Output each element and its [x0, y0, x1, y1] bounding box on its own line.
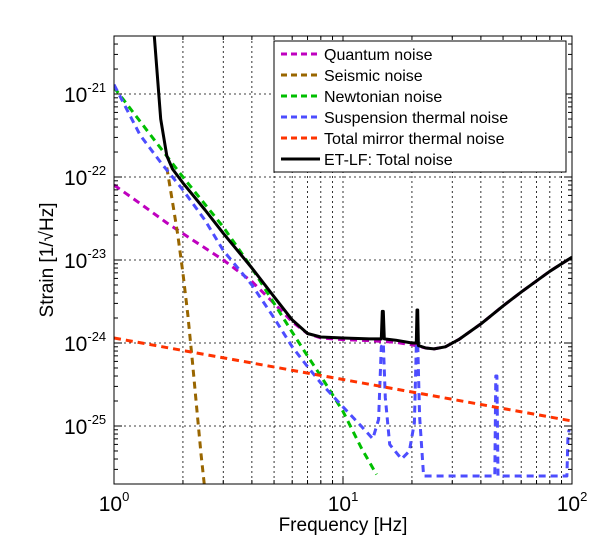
y-tick-label: 10-21 [64, 80, 106, 107]
series-line-1 [165, 167, 206, 484]
legend-label: Quantum noise [324, 47, 433, 64]
y-tick-label: 10-22 [64, 163, 106, 190]
legend-label: Seismic noise [324, 68, 423, 85]
legend-label: Suspension thermal noise [324, 110, 508, 127]
series-line-0 [114, 183, 572, 351]
y-tick-label: 10-24 [64, 329, 106, 356]
legend-label: Total mirror thermal noise [324, 131, 505, 148]
tick-labels: 100 101 102 10-25 10-24 10-23 10-22 10-21 [64, 80, 587, 516]
series-line-4 [114, 336, 572, 423]
x-tick-label: 102 [557, 489, 588, 516]
y-axis-label: Strain [1/√Hz] [37, 203, 58, 318]
y-tick-label: 10-25 [64, 412, 106, 439]
x-axis-label: Frequency [Hz] [279, 515, 408, 536]
legend-label: ET-LF: Total noise [324, 152, 453, 169]
series-line-5 [152, 36, 572, 351]
x-tick-label: 100 [99, 489, 130, 516]
legend-label: Newtonian noise [324, 89, 442, 106]
axis-ticks [113, 35, 573, 485]
legend-box [273, 40, 567, 173]
series-line-3 [114, 83, 571, 478]
x-tick-label: 101 [328, 489, 359, 516]
series-lines [114, 36, 572, 484]
legend: Quantum noise Seismic noise Newtonian nois… [273, 40, 567, 173]
y-tick-label: 10-23 [64, 246, 106, 273]
